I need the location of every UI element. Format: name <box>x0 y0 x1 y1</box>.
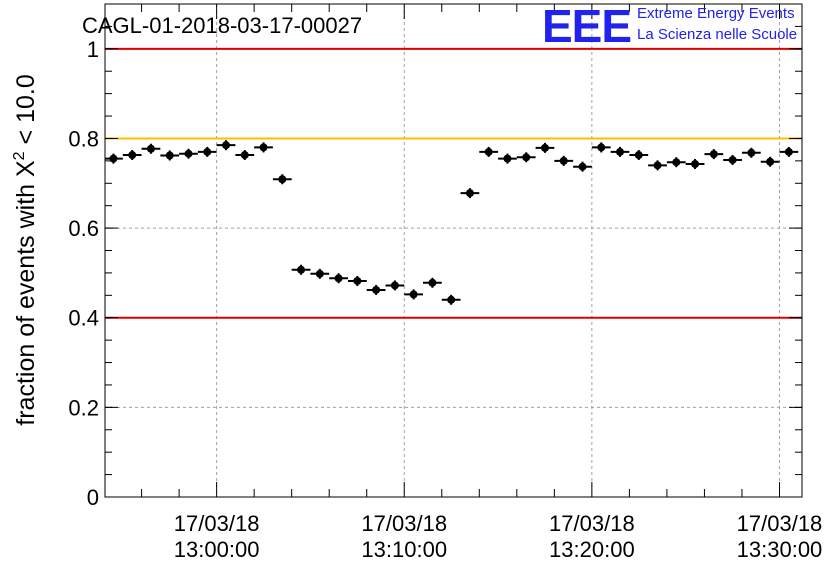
data-point <box>747 148 756 157</box>
y-tick-label: 0.6 <box>68 216 99 241</box>
x-tick-date-label: 17/03/18 <box>737 511 823 536</box>
data-point <box>372 285 381 294</box>
reference-lines <box>105 47 802 319</box>
data-point <box>353 276 362 285</box>
data-point <box>315 269 324 278</box>
plot-border <box>104 3 803 498</box>
x-tick-time-label: 13:20:00 <box>549 537 635 562</box>
plot-frame <box>104 3 803 498</box>
data-point <box>559 156 568 165</box>
x-tick-time-label: 13:30:00 <box>737 537 823 562</box>
data-point <box>709 150 718 159</box>
data-point <box>390 281 399 290</box>
data-point <box>128 151 137 160</box>
y-tick-label: 0.2 <box>68 395 99 420</box>
data-point <box>165 151 174 160</box>
data-point <box>522 153 531 162</box>
data-point <box>184 149 193 158</box>
x-tick-date-label: 17/03/18 <box>549 511 635 536</box>
data-point <box>240 151 249 160</box>
y-axis-title-superscript: 2 <box>11 151 28 160</box>
data-point <box>109 154 118 163</box>
data-point <box>334 274 343 283</box>
data-points <box>105 140 799 305</box>
data-point <box>766 157 775 166</box>
data-point <box>484 147 493 156</box>
y-tick-label: 0 <box>87 485 99 510</box>
eee-logo-line2: La Scienza nelle Scuole <box>637 26 797 43</box>
x-tick-date-label: 17/03/18 <box>174 511 260 536</box>
y-tick-label: 1 <box>87 37 99 62</box>
eee-logo: EEE Extreme Energy Events La Scienza nel… <box>542 0 797 52</box>
y-axis-title-suffix: < 10.0 <box>12 74 40 151</box>
data-point <box>297 265 306 274</box>
y-tick-label: 0.8 <box>68 126 99 151</box>
tick-labels: 00.20.40.60.8117/03/1813:00:0017/03/1813… <box>68 37 822 562</box>
eee-logo-line1: Extreme Energy Events <box>637 5 795 22</box>
x-tick-time-label: 13:00:00 <box>174 537 260 562</box>
data-point <box>447 295 456 304</box>
data-point <box>203 147 212 156</box>
data-point <box>616 147 625 156</box>
data-point <box>653 161 662 170</box>
data-point <box>597 143 606 152</box>
data-point <box>540 143 549 152</box>
data-point <box>503 154 512 163</box>
x-tick-time-label: 13:10:00 <box>361 537 447 562</box>
data-point <box>784 147 793 156</box>
x-tick-date-label: 17/03/18 <box>361 511 447 536</box>
data-point <box>465 189 474 198</box>
y-axis-title: fraction of events with X2 < 10.0 <box>11 74 40 425</box>
data-point <box>259 143 268 152</box>
chart-title: CAGL-01-2018-03-17-00027 <box>82 13 362 38</box>
grid <box>105 4 802 497</box>
data-point <box>409 290 418 299</box>
data-point <box>222 141 231 150</box>
y-tick-label: 0.4 <box>68 306 99 331</box>
eee-logo-mark: EEE <box>542 0 631 52</box>
data-point <box>146 144 155 153</box>
axis-ticks <box>105 3 802 498</box>
data-point <box>278 175 287 184</box>
data-point <box>634 151 643 160</box>
data-point <box>691 160 700 169</box>
y-axis-title-prefix: fraction of events with X <box>12 160 40 426</box>
data-point <box>728 155 737 164</box>
data-point <box>428 278 437 287</box>
data-point <box>672 158 681 167</box>
data-point <box>578 162 587 171</box>
